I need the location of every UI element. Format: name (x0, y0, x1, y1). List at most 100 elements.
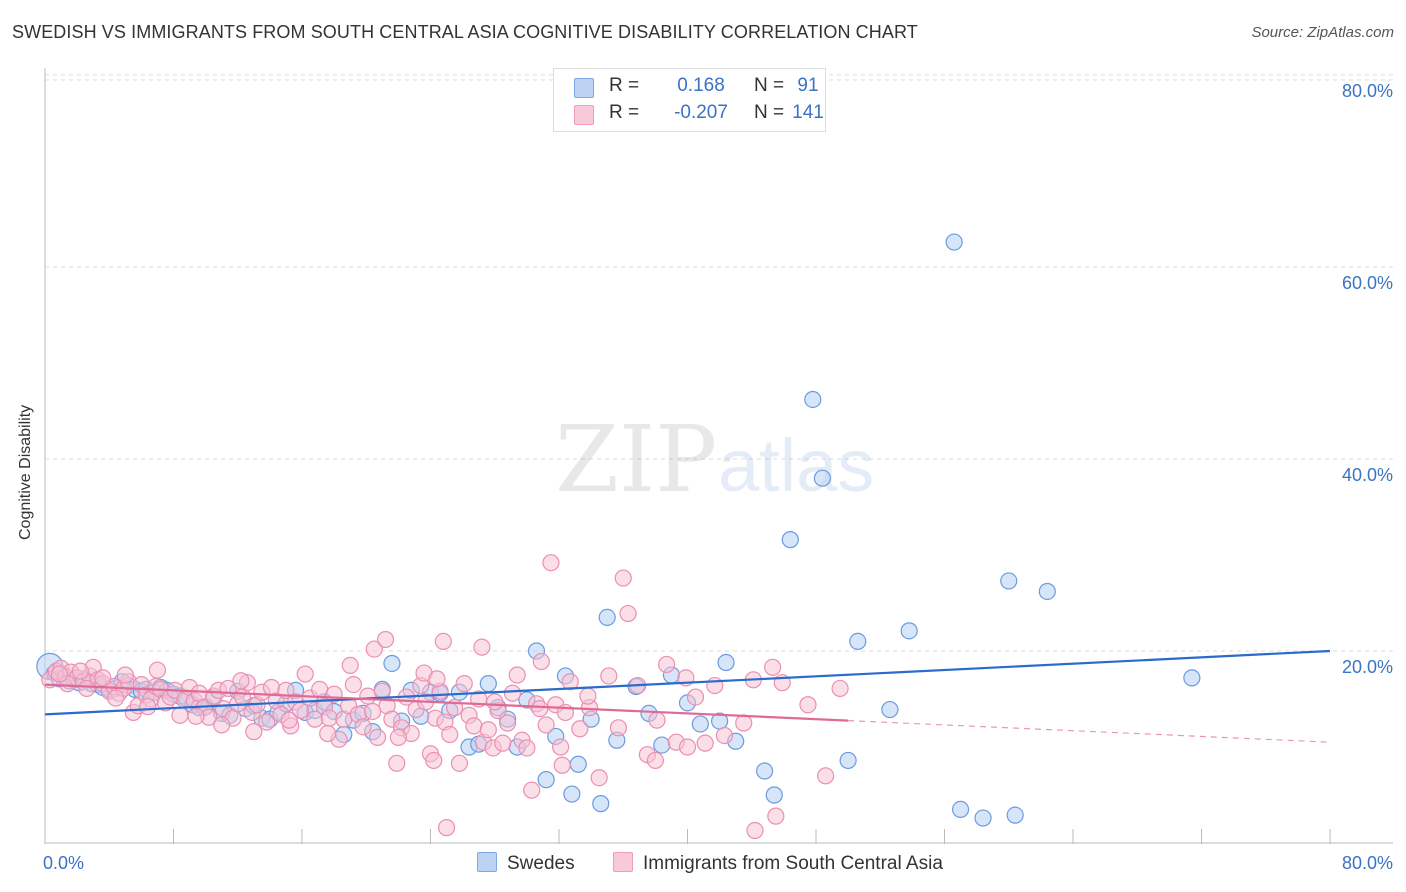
n-value: 141 (792, 102, 824, 123)
immigrants-point (532, 652, 550, 671)
immigrants-point (619, 604, 637, 623)
immigrants-point (746, 821, 764, 840)
immigrants-point (646, 751, 664, 770)
immigrants-point (365, 640, 383, 658)
swedes-point (691, 715, 709, 733)
trend-line-immigrants-extension (848, 720, 1331, 743)
immigrants-point (767, 807, 785, 825)
immigrants-point (388, 754, 406, 772)
immigrants-point (678, 738, 697, 756)
source-note: Source: ZipAtlas.com (1251, 24, 1394, 41)
watermark-atlas: atlas (718, 424, 874, 507)
immigrants-point (799, 696, 817, 714)
immigrants-point (368, 728, 387, 747)
immigrants-point (311, 680, 329, 699)
immigrants-point (600, 667, 618, 685)
immigrants-point (296, 665, 314, 683)
immigrants-point (579, 687, 597, 705)
immigrants-point (78, 679, 96, 698)
immigrants-point (686, 688, 705, 706)
immigrants-point (715, 726, 734, 745)
immigrants-point (590, 769, 608, 787)
gridlines (45, 74, 1393, 652)
immigrants-point (258, 713, 276, 731)
immigrants-point (319, 724, 337, 743)
swedes-point (900, 622, 918, 640)
immigrants-point (341, 656, 359, 675)
swedes-point (598, 608, 616, 627)
swedes-point (804, 390, 822, 409)
immigrants-point (233, 688, 252, 706)
immigrants-point (425, 751, 443, 770)
immigrants-point (817, 767, 835, 785)
x-tick-label: 80.0% (1342, 853, 1393, 873)
immigrants-point (354, 718, 372, 736)
legend-item-swedes[interactable]: Swedes (477, 852, 575, 875)
immigrants-point (479, 721, 497, 739)
immigrants-point (503, 684, 522, 702)
immigrants-point (658, 655, 676, 674)
correlation-stats-box: R = 0.168 N = 91 R = -0.207 N = 141 (553, 68, 826, 132)
tick-labels: 20.0% 40.0% 60.0% 80.0% 0.0% 80.0% (43, 81, 1393, 873)
immigrants-point (508, 666, 526, 684)
immigrants-point (376, 630, 395, 649)
immigrants-point (696, 734, 714, 752)
chart-title: SWEDISH VS IMMIGRANTS FROM SOUTH CENTRAL… (12, 22, 918, 42)
swedes-point (1183, 669, 1201, 687)
y-tick-label: 60.0% (1342, 273, 1393, 293)
immigrants-point (486, 693, 504, 711)
immigrants-point (245, 723, 263, 741)
r-value: 0.168 (677, 75, 725, 96)
immigrants-swatch (574, 105, 594, 125)
swedes-point (881, 700, 899, 719)
swedes-point (383, 654, 401, 673)
immigrants-point (531, 699, 549, 718)
swedes-point (755, 762, 774, 780)
watermark: ZIP atlas (555, 406, 874, 513)
swedes-point (951, 800, 970, 819)
swedes-point (945, 233, 963, 251)
immigrants-point (648, 711, 666, 729)
swedes-point (569, 755, 587, 773)
immigrants-point (139, 698, 157, 716)
immigrants-point (831, 679, 849, 698)
immigrants-point (537, 716, 555, 734)
swedes-point (1000, 572, 1018, 590)
immigrants-point (148, 661, 167, 679)
immigrants-point (94, 669, 112, 687)
legend-label-swedes: Swedes (507, 853, 575, 874)
swedes-point (1038, 582, 1056, 601)
immigrants-point (232, 672, 250, 690)
immigrants-point (571, 720, 589, 738)
n-label: N = (754, 75, 785, 96)
y-tick-label: 20.0% (1342, 657, 1393, 677)
immigrants-point (455, 675, 473, 693)
swedes-point (592, 795, 610, 813)
immigrants-point (499, 714, 517, 732)
immigrants-point (213, 716, 231, 734)
r-value: -0.207 (674, 102, 728, 123)
r-label: R = (609, 75, 640, 96)
y-tick-label: 40.0% (1342, 465, 1393, 485)
immigrants-point (50, 665, 69, 683)
immigrants-point (280, 711, 298, 729)
immigrants-point (523, 781, 541, 799)
swedes-point (717, 653, 735, 672)
watermark-zip: ZIP (555, 406, 717, 513)
trend-line-swedes (44, 649, 1331, 716)
legend-item-immigrants[interactable]: Immigrants from South Central Asia (613, 852, 943, 875)
immigrants-point (450, 754, 469, 772)
legend-label-immigrants: Immigrants from South Central Asia (643, 853, 943, 874)
immigrants-point (71, 662, 89, 680)
swedes-points (36, 233, 1201, 827)
immigrants-point (116, 666, 134, 684)
r-label: R = (609, 102, 640, 123)
immigrants-point (428, 670, 446, 688)
swedes-point (765, 786, 783, 804)
n-label: N = (754, 102, 785, 123)
y-tick-label: 80.0% (1342, 81, 1393, 101)
immigrants-point (614, 569, 632, 587)
immigrants-point (473, 638, 491, 656)
immigrants-point (441, 725, 459, 744)
immigrants-point (187, 707, 205, 725)
